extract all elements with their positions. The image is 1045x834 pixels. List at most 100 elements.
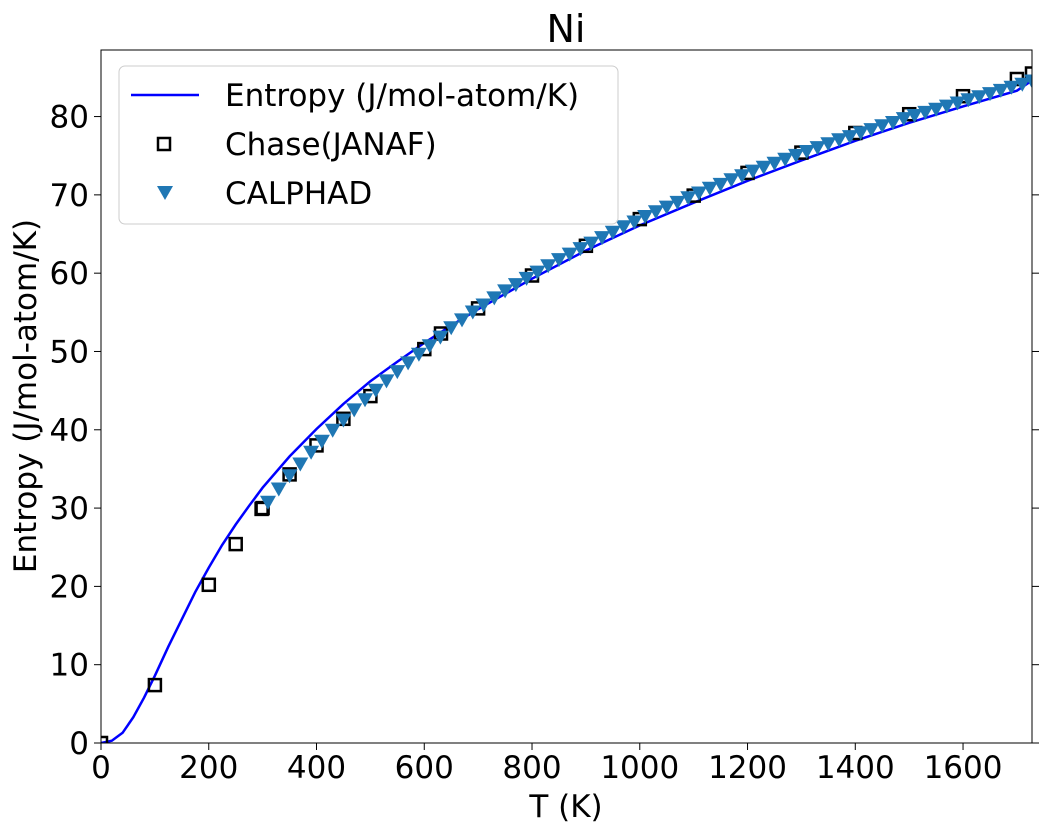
x-tick-label: 400: [287, 750, 346, 786]
calphad-point: [497, 284, 514, 299]
calphad-point: [906, 109, 923, 123]
calphad-point: [831, 133, 848, 148]
y-tick-label: 80: [50, 100, 89, 136]
calphad-point: [324, 423, 341, 438]
calphad-point: [1003, 80, 1020, 95]
calphad-point: [281, 469, 298, 484]
legend-triangle-swatch: [157, 186, 173, 200]
plot-area: [101, 66, 1032, 743]
x-tick-label: 200: [179, 750, 238, 786]
x-axis-label: T (K): [528, 789, 602, 825]
calphad-point: [561, 247, 578, 262]
calphad-point: [594, 231, 611, 246]
calphad-point: [777, 152, 794, 167]
x-tick-label: 600: [395, 750, 454, 786]
legend-label-chase: Chase(JANAF): [225, 127, 437, 163]
y-axis: 0 10 20 30 40 50 60 70 80: [50, 100, 1039, 762]
calphad-point: [938, 99, 955, 114]
chase-point: [147, 677, 163, 693]
calphad-point: [809, 141, 826, 156]
calphad-point: [895, 112, 912, 127]
x-tick-label: 1000: [600, 750, 679, 786]
x-axis: 0 200 400 600 800 1000 1200 1400 1600: [91, 743, 1002, 786]
legend-square-swatch: [156, 136, 172, 152]
calphad-point: [367, 383, 384, 398]
calphad-point: [335, 413, 352, 428]
calphad-point: [464, 305, 481, 320]
calphad-point: [637, 210, 654, 224]
y-tick-label: 50: [50, 334, 89, 370]
calphad-point: [712, 177, 729, 192]
calphad-point: [346, 403, 363, 418]
calphad-point: [852, 126, 869, 141]
calphad-point: [734, 169, 751, 184]
calphad-point: [303, 445, 320, 460]
x-tick-label: 1600: [924, 750, 1003, 786]
y-tick-label: 10: [50, 648, 89, 684]
calphad-point: [583, 236, 600, 251]
calphad-point: [313, 434, 330, 449]
legend: Entropy (J/mol-atom/K) Chase(JANAF) CALP…: [118, 65, 619, 225]
calphad-point: [486, 291, 503, 306]
y-tick-label: 0: [69, 726, 89, 762]
calphad-point: [604, 225, 621, 240]
y-tick-label: 30: [50, 491, 89, 527]
calphad-point: [788, 148, 804, 163]
calphad-point: [518, 271, 535, 286]
calphad-point: [357, 393, 373, 408]
calphad-point: [1024, 74, 1032, 89]
y-axis-label: Entropy (J/mol-atom/K): [8, 219, 44, 573]
y-tick-label: 60: [50, 256, 89, 292]
calphad-point: [863, 123, 880, 138]
chase-point: [1024, 66, 1032, 81]
calphad-point: [992, 83, 1009, 98]
legend-label-entropy: Entropy (J/mol-atom/K): [225, 78, 579, 114]
calphad-point: [572, 242, 589, 257]
entropy-line: [101, 79, 1032, 743]
calphad-point: [917, 105, 934, 120]
calphad-point: [626, 215, 643, 230]
calphad-point: [540, 259, 557, 274]
calphad-point: [658, 200, 675, 215]
x-tick-label: 0: [91, 750, 111, 786]
calphad-point: [755, 160, 772, 175]
calphad-point: [669, 195, 686, 210]
calphad-point: [949, 96, 966, 111]
chart-title: Ni: [547, 7, 586, 51]
legend-label-calphad: CALPHAD: [225, 176, 372, 212]
calphad-point: [260, 495, 276, 510]
calphad-point: [766, 156, 783, 171]
calphad-point: [691, 186, 707, 201]
calphad-point: [647, 205, 664, 220]
calphad-point: [841, 130, 858, 145]
calphad-point: [410, 347, 427, 362]
calphad-point: [798, 145, 815, 159]
calphad-point: [744, 164, 761, 179]
chase-point: [201, 577, 217, 593]
calphad-point: [551, 253, 567, 268]
calphad-point: [723, 173, 740, 188]
calphad-point: [400, 356, 417, 371]
calphad-point: [820, 137, 837, 152]
calphad-point: [971, 90, 988, 105]
calphad-point: [270, 482, 287, 497]
chase-point: [228, 536, 243, 552]
calphad-point: [960, 93, 977, 108]
calphad-point: [701, 181, 718, 196]
calphad-point: [378, 374, 395, 389]
axes-frame: [100, 49, 1033, 744]
calphad-point: [292, 457, 309, 472]
calphad-point: [874, 119, 891, 134]
calphad-point: [1014, 77, 1031, 92]
calphad-point: [885, 116, 901, 130]
calphad-point: [443, 321, 460, 336]
calphad-point: [475, 298, 492, 313]
calphad-point: [507, 278, 524, 293]
calphad-point: [432, 330, 449, 345]
x-tick-label: 1200: [708, 750, 787, 786]
calphad-point: [454, 313, 470, 328]
calphad-point: [615, 220, 632, 235]
calphad-point: [389, 365, 406, 380]
calphad-point: [982, 87, 998, 102]
calphad-point: [928, 102, 945, 117]
